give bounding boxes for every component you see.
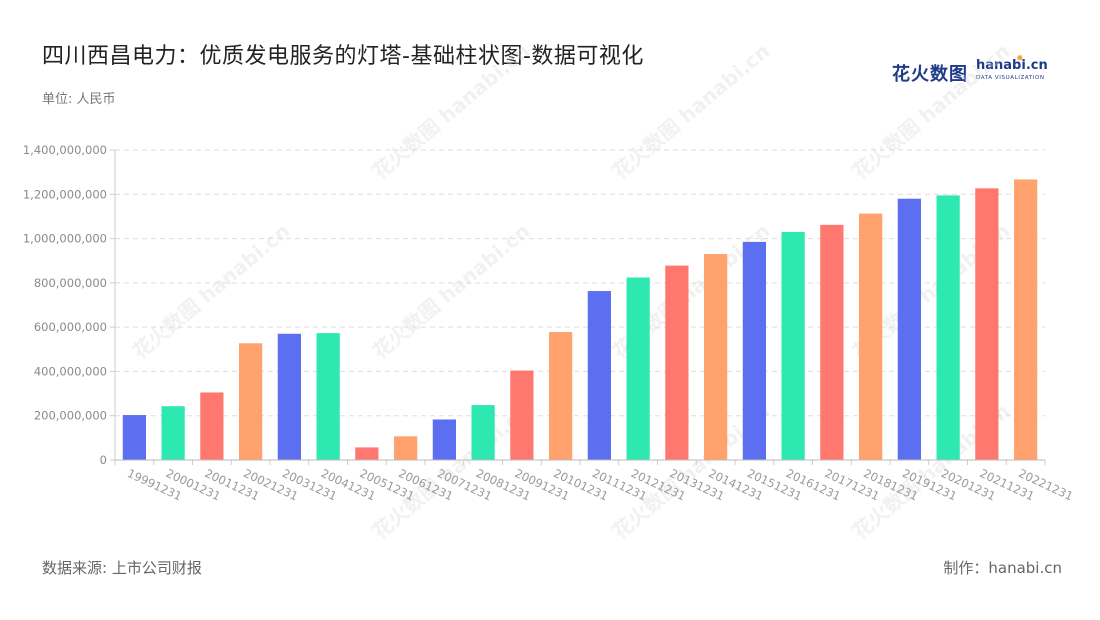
bar-20091231 (510, 370, 534, 460)
logo-en-text: hanabi.cn (976, 58, 1048, 73)
bar-20081231 (471, 405, 495, 460)
bar-20201231 (936, 195, 960, 460)
y-tick-label: 800,000,000 (34, 276, 107, 290)
bar-20161231 (781, 231, 805, 460)
y-tick-label: 1,400,000,000 (23, 143, 107, 157)
data-source: 数据来源: 上市公司财报 (42, 559, 202, 577)
bar-20211231 (975, 188, 999, 461)
y-axis: 0 200,000,000 400,000,000 600,000,000 800,00… (23, 143, 116, 467)
bar-20221231 (1014, 179, 1038, 460)
y-tick-label: 200,000,000 (34, 409, 107, 423)
bar-20101231 (549, 332, 573, 460)
bar-20071231 (432, 419, 456, 460)
credit-label: 制作：hanabi.cn (943, 559, 1062, 577)
bar-20031231 (277, 333, 301, 460)
bar-20111231 (587, 291, 611, 460)
y-tick-label: 1,000,000,000 (23, 232, 107, 246)
watermark-text: 花火数图 hanabi.cn (368, 219, 535, 364)
bar-20051231 (355, 447, 379, 460)
logo-sub-text: DATA VISUALIZATION (976, 75, 1045, 81)
y-tick-label: 600,000,000 (34, 320, 107, 334)
bar-20131231 (665, 265, 689, 460)
bar-19991231 (122, 415, 146, 460)
watermark-text: 花火数图 hanabi.cn (848, 39, 1015, 184)
y-tick-label: 400,000,000 (34, 364, 107, 378)
y-tick-label: 1,200,000,000 (23, 187, 107, 201)
bar-20191231 (897, 198, 921, 460)
watermark-text: 花火数图 hanabi.cn (128, 219, 295, 364)
bar-20121231 (626, 277, 650, 460)
bar-20021231 (239, 343, 263, 460)
bar-20151231 (742, 241, 766, 460)
watermark-text: 花火数图 hanabi.cn (368, 39, 535, 184)
watermark-text: 花火数图 hanabi.cn (608, 39, 775, 184)
bar-20011231 (200, 392, 224, 460)
bar-20181231 (859, 213, 883, 460)
y-tick-label: 0 (100, 453, 107, 467)
bar-20141231 (704, 254, 728, 460)
bar-20171231 (820, 224, 844, 460)
unit-label: 单位: 人民币 (42, 92, 116, 107)
bar-20001231 (161, 406, 185, 460)
grid-lines (115, 149, 1045, 417)
bar-20041231 (316, 333, 340, 460)
chart-title: 四川西昌电力：优质发电服务的灯塔-基础柱状图-数据可视化 (42, 44, 644, 69)
brand-logo: 花火数图 hanabi.cn DATA VISUALIZATION ✸ (892, 54, 1048, 86)
sparkle-icon: ✸ (1016, 54, 1024, 64)
bar-20061231 (394, 436, 418, 460)
bars (122, 179, 1038, 461)
logo-cn-text: 花火数图 (892, 64, 968, 85)
